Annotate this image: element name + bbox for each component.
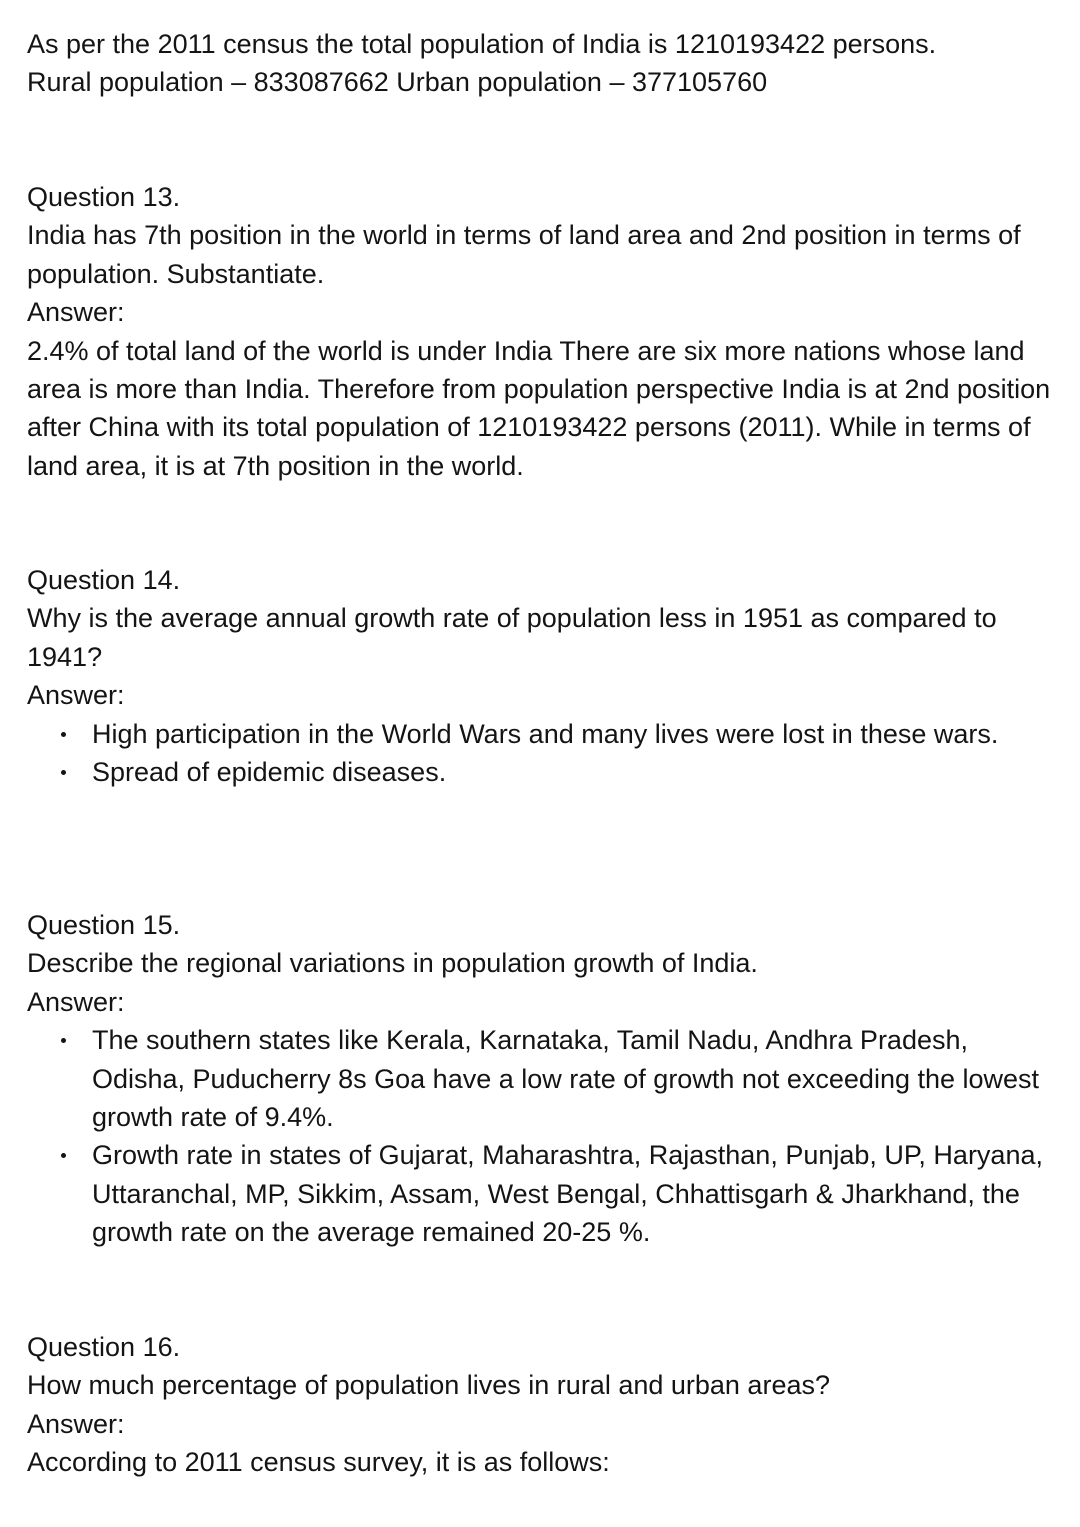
list-item: High participation in the World Wars and… xyxy=(27,715,1067,753)
question-15-label: Question 15. xyxy=(27,910,181,940)
question-13-label: Question 13. xyxy=(27,182,181,212)
question-13-text: India has 7th position in the world in t… xyxy=(27,220,1021,289)
question-14-text: Why is the average annual growth rate of… xyxy=(27,603,997,672)
question-15-answer-list: The southern states like Kerala, Karnata… xyxy=(27,1021,1067,1251)
question-14-label: Question 14. xyxy=(27,565,181,595)
question-13-answer-text: 2.4% of total land of the world is under… xyxy=(27,335,1051,481)
question-13-answer-label: Answer: xyxy=(27,297,125,328)
list-item: The southern states like Kerala, Karnata… xyxy=(27,1021,1067,1136)
question-14-section: Question 14. Why is the average annual g… xyxy=(27,561,1067,791)
question-14-answer-label: Answer: xyxy=(27,680,125,711)
intro-line-2: Rural population – 833087662 Urban popul… xyxy=(27,67,768,98)
question-16-answer-label: Answer: xyxy=(27,1408,125,1439)
question-16-text: How much percentage of population lives … xyxy=(27,1370,830,1401)
intro-line-1: As per the 2011 census the total populat… xyxy=(27,29,937,59)
question-15-section: Question 15. Describe the regional varia… xyxy=(27,906,1067,1252)
question-13-section: Question 13. India has 7th position in t… xyxy=(27,178,1067,485)
question-16-answer-text: According to 2011 census survey, it is a… xyxy=(27,1447,610,1478)
intro-section: As per the 2011 census the total populat… xyxy=(27,25,1067,102)
list-item: Growth rate in states of Gujarat, Mahara… xyxy=(27,1136,1067,1251)
list-item: Spread of epidemic diseases. xyxy=(27,753,1067,791)
question-16-label: Question 16. xyxy=(27,1332,181,1362)
question-16-section: Question 16. How much percentage of popu… xyxy=(27,1328,1067,1482)
question-15-text: Describe the regional variations in popu… xyxy=(27,948,758,979)
question-14-answer-list: High participation in the World Wars and… xyxy=(27,715,1067,792)
question-15-answer-label: Answer: xyxy=(27,986,125,1017)
